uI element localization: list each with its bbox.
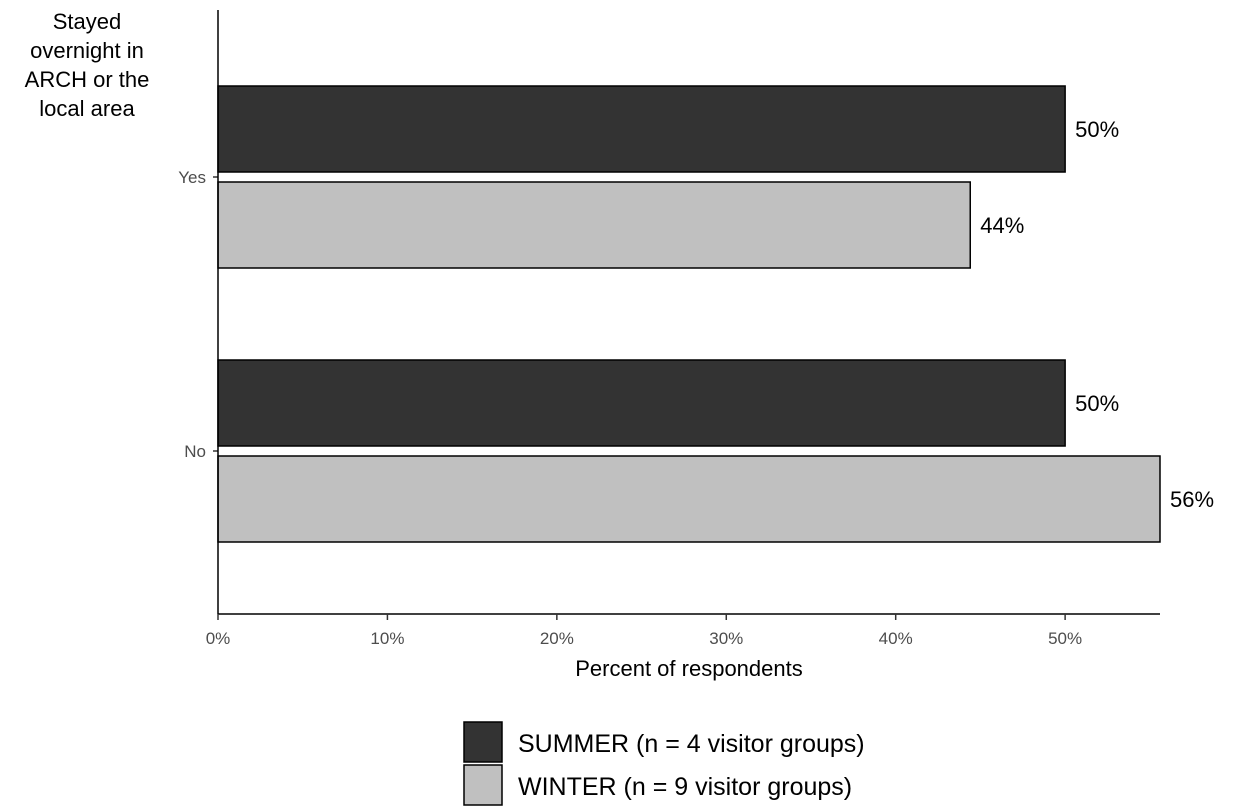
- x-tick-label-40: 40%: [879, 629, 913, 648]
- legend-swatch-summer: [463, 721, 503, 763]
- legend-label-summer: SUMMER (n = 4 visitor groups): [518, 730, 865, 758]
- data-label-yes-summer: 50%: [1075, 117, 1119, 142]
- y-axis-title-line: Stayed: [53, 9, 122, 34]
- y-tick-label-no: No: [184, 442, 206, 461]
- data-label-no-summer: 50%: [1075, 391, 1119, 416]
- bar-no-winter: [217, 455, 1161, 543]
- y-axis-title-line: local area: [39, 96, 135, 121]
- data-label-no-winter: 56%: [1170, 487, 1214, 512]
- y-axis-title-line: ARCH or the: [25, 67, 150, 92]
- x-tick-label-30: 30%: [709, 629, 743, 648]
- bar-yes-summer: [217, 85, 1066, 173]
- data-label-yes-winter: 44%: [980, 213, 1024, 238]
- x-tick-label-0: 0%: [206, 629, 231, 648]
- y-axis-title-line: overnight in: [30, 38, 144, 63]
- x-tick-label-50: 50%: [1048, 629, 1082, 648]
- x-axis-title: Percent of respondents: [575, 656, 802, 681]
- legend-label-winter: WINTER (n = 9 visitor groups): [518, 773, 852, 801]
- y-tick-label-yes: Yes: [178, 168, 206, 187]
- x-tick-label-20: 20%: [540, 629, 574, 648]
- bar-no-summer: [217, 359, 1066, 447]
- x-tick-label-10: 10%: [370, 629, 404, 648]
- bar-yes-winter: [217, 181, 971, 269]
- legend-swatch-winter: [463, 764, 503, 806]
